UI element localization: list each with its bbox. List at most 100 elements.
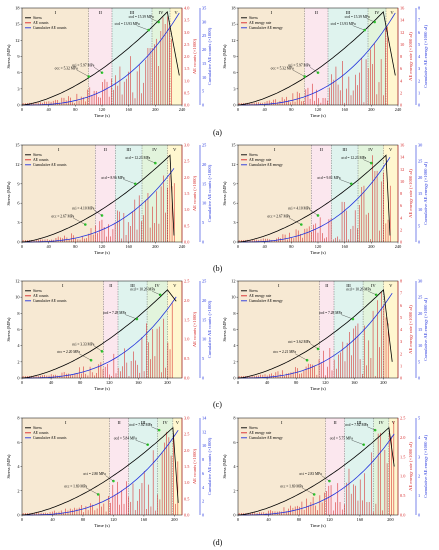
stage-label: IV (152, 147, 158, 152)
right-tick-label-ae: 1.5 (400, 454, 405, 459)
stage-region-II (103, 281, 118, 378)
row-label-b: (b) (213, 264, 223, 273)
annotation-leader (147, 159, 156, 164)
annotation-leader (135, 440, 148, 445)
legend-entry: Cumulative AE counts (33, 299, 67, 303)
y-tick-label: 2 (17, 488, 19, 493)
x-tick-label: 200 (368, 244, 374, 249)
x-axis-title: Time (s) (310, 386, 326, 391)
x-tick-label: 0 (237, 107, 239, 112)
x-axis-title: Time (s) (310, 523, 326, 528)
legend-entry: Stress (249, 16, 258, 20)
y-tick-label: 2 (17, 359, 19, 364)
x-tick-label: 160 (341, 244, 347, 249)
right-tick-label-cumulative: 14 (202, 416, 207, 421)
stage-label: V (390, 10, 394, 15)
stress-line (21, 426, 179, 516)
stage-label: II (320, 147, 324, 152)
right-tick-label-ae: 0.0 (400, 513, 405, 518)
x-tick-label: 40 (50, 517, 54, 522)
cumulative-ae-line (22, 12, 180, 106)
x-tick-label: 200 (387, 517, 393, 522)
right-axis-title-cumulative: Cumulative AE counts (×1000) (207, 27, 212, 85)
stress-line (237, 10, 396, 106)
right-axis-title-cumulative: Cumulative AE counts (×1000) (207, 164, 212, 222)
annotation-leader (368, 291, 377, 295)
y-tick-label: 12 (231, 38, 235, 43)
y-tick-label: 8 (17, 311, 19, 316)
y-tick-label: 6 (233, 440, 236, 445)
y-tick-label: 3 (233, 86, 235, 91)
threshold-marker (305, 358, 309, 362)
right-tick-label-cumulative: 2 (202, 499, 204, 504)
cumulative-ae-line (238, 292, 393, 379)
right-tick-label-ae: 2.0 (184, 448, 189, 453)
right-tick-label-ae: 0 (400, 240, 402, 245)
cumulative-ae-line (238, 156, 391, 243)
x-tick-label: 40 (263, 107, 267, 112)
x-tick-label: 0 (21, 517, 23, 522)
y-tick-label: 4 (233, 464, 236, 469)
stage-label: V (389, 147, 393, 152)
x-tick-label: 120 (322, 380, 328, 385)
right-tick-label-ae: 1.5 (184, 317, 189, 322)
y-tick-label: 6 (233, 70, 236, 75)
threshold-annotation: σci = 2.80 MPa (83, 472, 106, 476)
stage-region-I (22, 418, 110, 515)
annotation-leader (295, 353, 308, 361)
legend-entry: AE counts (33, 21, 49, 25)
stage-region-I (22, 8, 89, 105)
threshold-annotation: σcc = 5.32 MPa (271, 66, 294, 70)
x-tick-label: 160 (351, 380, 357, 385)
stage-region-V (167, 281, 182, 378)
x-tick-label: 160 (341, 107, 347, 112)
x-tick-label: 120 (326, 517, 332, 522)
x-tick-label: 240 (395, 244, 401, 249)
stage-region-I (238, 8, 305, 105)
right-tick-label-ae: 2.5 (184, 159, 189, 164)
x-tick-label: 80 (81, 517, 85, 522)
right-axis-title-ae: AE counts (×1000) (192, 175, 197, 211)
stage-label: V (389, 283, 393, 288)
row-label-c: (c) (213, 400, 222, 409)
annotation-leader (151, 426, 160, 431)
stage-region-I (238, 418, 326, 515)
stage-label: II (104, 147, 108, 152)
legend-entry: AE counts (33, 294, 49, 298)
threshold-annotation: σcd = 8.96 MPa (101, 176, 125, 180)
right-axis-title-cumulative: Cumulative AE energy (×1000 aJ) (423, 435, 428, 498)
y-tick-label: 6 (233, 201, 236, 206)
right-tick-label-cumulative: 25 (202, 143, 206, 148)
right-tick-label-ae: 2.5 (400, 416, 405, 421)
x-tick-label: 120 (99, 244, 105, 249)
right-tick-label-cumulative: 10 (418, 207, 422, 212)
annotation-leader (150, 18, 159, 23)
right-axis-title-cumulative: Cumulative AE energy (×1000 aJ) (423, 162, 428, 225)
stage-label: I (65, 420, 67, 425)
stage-region-V (172, 418, 182, 515)
right-tick-label-cumulative: 20 (418, 175, 422, 180)
y-tick-label: 12 (231, 162, 235, 167)
threshold-annotation: σci = 3.62 MPa (288, 340, 311, 344)
stage-label: V (173, 147, 177, 152)
right-tick-label-ae: 4 (400, 327, 403, 332)
annotation-leader (289, 217, 302, 225)
right-axis-title-cumulative: Cumulative AE counts (×1000) (207, 437, 212, 495)
x-tick-label: 200 (152, 107, 158, 112)
stage-label: IV (159, 10, 165, 15)
legend-entry: Stress (33, 153, 42, 157)
right-tick-label-ae: 6 (400, 303, 403, 308)
right-tick-label-ae: 3.5 (184, 18, 189, 23)
right-tick-label-cumulative: 25 (202, 33, 206, 38)
x-tick-label: 200 (368, 107, 374, 112)
x-tick-label: 120 (99, 107, 105, 112)
threshold-annotation: σcd = 5.75 MPa (330, 437, 354, 441)
right-tick-label-ae: 7 (400, 291, 403, 296)
annotation-leader (340, 314, 353, 320)
right-tick-label-cumulative: 12 (202, 429, 206, 434)
right-tick-label-ae: 1.0 (400, 474, 405, 479)
threshold-annotation: σcc = 2.20 MPa (57, 350, 80, 354)
right-tick-label-cumulative: 10 (202, 443, 206, 448)
right-tick-label-cumulative: 0 (202, 513, 204, 518)
